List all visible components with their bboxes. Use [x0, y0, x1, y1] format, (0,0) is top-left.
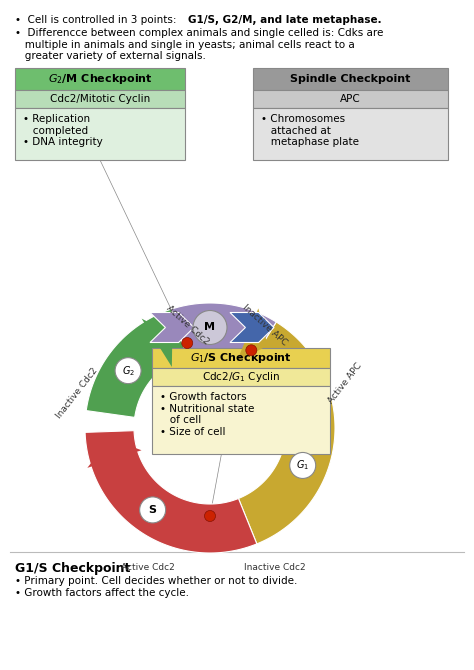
- Text: • Primary point. Cell decides whether or not to divide.
• Growth factors affect : • Primary point. Cell decides whether or…: [15, 576, 297, 598]
- Text: •  Cell is controlled in 3 points:: • Cell is controlled in 3 points:: [15, 15, 180, 25]
- Text: $G_2$/M Checkpoint: $G_2$/M Checkpoint: [47, 72, 153, 86]
- Text: G1/S, G2/M, and late metaphase.: G1/S, G2/M, and late metaphase.: [188, 15, 382, 25]
- Circle shape: [115, 358, 141, 384]
- Circle shape: [204, 511, 216, 521]
- Text: Cdc2/Mitotic Cyclin: Cdc2/Mitotic Cyclin: [50, 94, 150, 104]
- FancyBboxPatch shape: [15, 90, 185, 108]
- Text: S: S: [149, 505, 156, 515]
- Text: Inactive Cdc2: Inactive Cdc2: [55, 366, 100, 420]
- FancyBboxPatch shape: [152, 386, 330, 454]
- Text: $G_1$: $G_1$: [296, 458, 310, 472]
- Text: Cdc2/$G_1$ Cyclin: Cdc2/$G_1$ Cyclin: [202, 370, 280, 384]
- Text: Active Cdc2: Active Cdc2: [165, 304, 211, 346]
- Polygon shape: [87, 438, 142, 468]
- FancyBboxPatch shape: [152, 368, 330, 386]
- FancyBboxPatch shape: [253, 108, 448, 160]
- Text: Inactive Cdc2: Inactive Cdc2: [244, 563, 306, 572]
- Polygon shape: [85, 431, 257, 553]
- FancyBboxPatch shape: [253, 90, 448, 108]
- FancyBboxPatch shape: [253, 68, 448, 90]
- Text: Active Cdc2: Active Cdc2: [121, 563, 175, 572]
- Circle shape: [290, 452, 316, 478]
- Polygon shape: [172, 303, 276, 364]
- Polygon shape: [142, 319, 173, 367]
- Text: • Growth factors
• Nutritional state
   of cell
• Size of cell: • Growth factors • Nutritional state of …: [160, 392, 255, 437]
- Polygon shape: [86, 309, 186, 417]
- Text: • Chromosomes
   attached at
   metaphase plate: • Chromosomes attached at metaphase plat…: [261, 114, 359, 147]
- FancyBboxPatch shape: [152, 348, 330, 368]
- Circle shape: [246, 345, 257, 356]
- Circle shape: [193, 310, 227, 344]
- Polygon shape: [238, 322, 335, 544]
- Polygon shape: [237, 308, 268, 361]
- Text: $G_2$: $G_2$: [121, 364, 135, 377]
- FancyBboxPatch shape: [15, 68, 185, 90]
- Polygon shape: [230, 312, 274, 342]
- Text: M: M: [204, 322, 216, 332]
- Circle shape: [140, 497, 165, 523]
- Text: Inactive APC: Inactive APC: [241, 303, 289, 347]
- Text: G1/S Checkpoint: G1/S Checkpoint: [15, 562, 130, 575]
- Text: $G_1$/S Checkpoint: $G_1$/S Checkpoint: [190, 351, 292, 365]
- Text: Active APC: Active APC: [327, 361, 364, 405]
- Text: • Replication
   completed
• DNA integrity: • Replication completed • DNA integrity: [23, 114, 103, 147]
- Polygon shape: [150, 312, 194, 342]
- Text: Spindle Checkpoint: Spindle Checkpoint: [290, 74, 410, 84]
- FancyBboxPatch shape: [15, 108, 185, 160]
- Circle shape: [182, 338, 193, 348]
- Text: APC: APC: [340, 94, 361, 104]
- Text: •  Differencce between complex animals and single celled is: Cdks are
   multipl: • Differencce between complex animals an…: [15, 28, 383, 61]
